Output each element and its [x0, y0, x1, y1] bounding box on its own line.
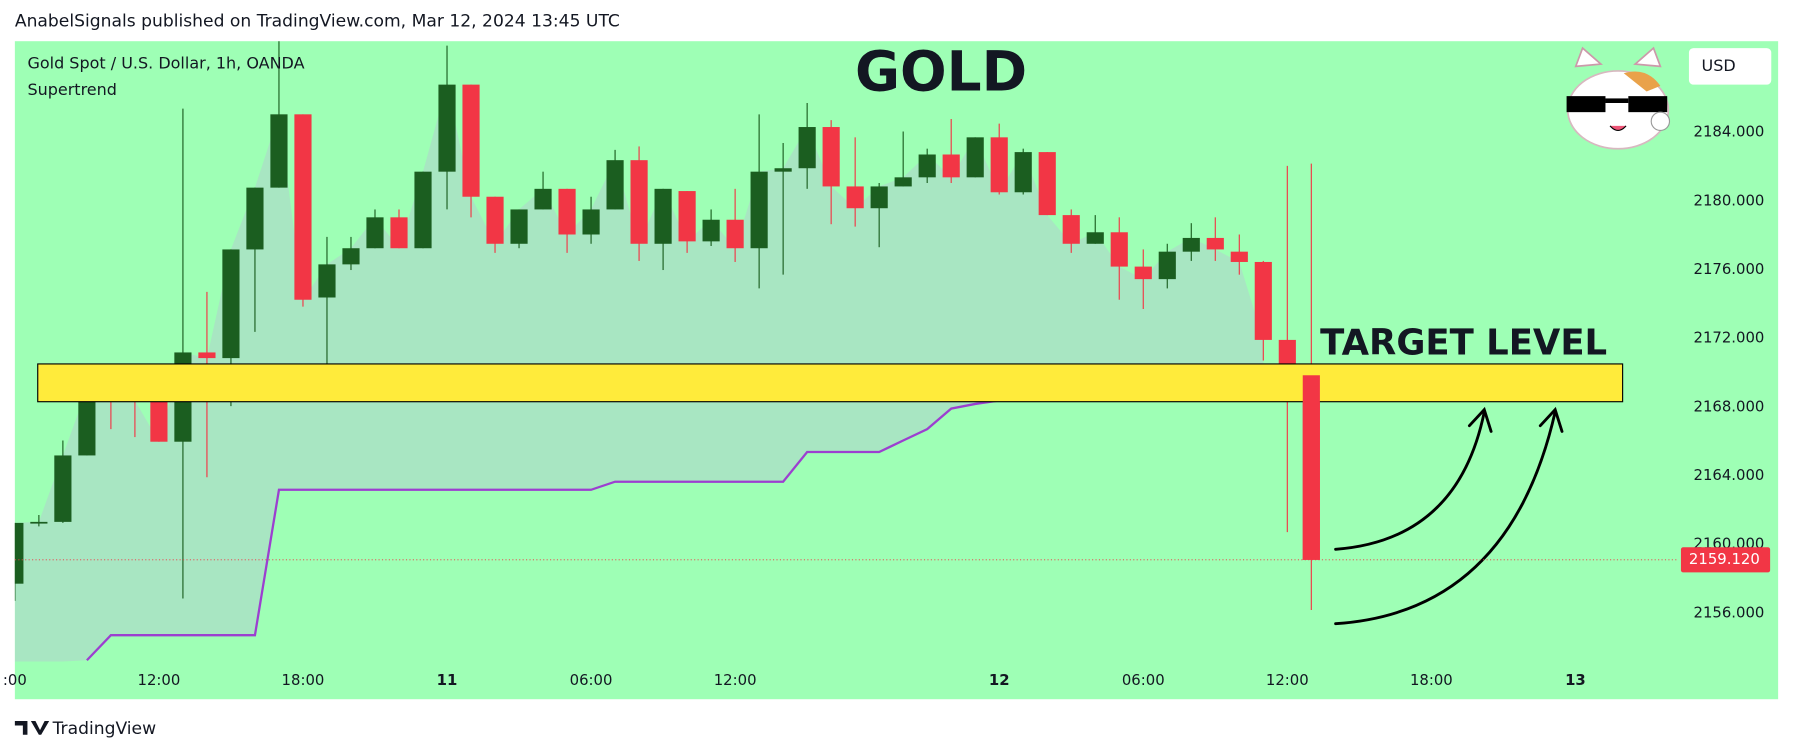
arrows [1334, 406, 1564, 626]
price-tag [1680, 547, 1771, 573]
candle-body [366, 217, 384, 249]
candle-body [1158, 251, 1176, 280]
candle-body [774, 168, 792, 172]
x-tick-label: 12 [989, 671, 1010, 689]
candle-body [270, 114, 288, 188]
candle-body [1086, 232, 1104, 244]
arrow-head [1467, 406, 1493, 433]
x-tick-label: 18:00 [1410, 671, 1453, 689]
x-tick-label: 18:00 [282, 671, 325, 689]
candle-body [1062, 215, 1080, 244]
y-tick-label: 2168.000 [1694, 397, 1765, 415]
mascot-icon [1566, 46, 1671, 150]
candle-body [1038, 152, 1056, 216]
y-tick-label: 2172.000 [1694, 329, 1765, 347]
candle-body [966, 137, 984, 178]
annotation: TARGET LEVEL [1320, 322, 1607, 363]
candle-body [78, 389, 96, 456]
candle-body [654, 188, 672, 244]
candle-body [198, 352, 216, 359]
indicator-legend: Supertrend [27, 80, 116, 99]
candle-body [414, 171, 432, 249]
brand-name: TradingView [52, 719, 157, 739]
candle-body [678, 191, 696, 242]
y-tick-label: 2184.000 [1694, 123, 1765, 141]
candle-body [342, 248, 360, 265]
candle-body [486, 196, 504, 244]
arrow [1334, 410, 1557, 626]
candle-body [222, 249, 240, 359]
x-tick-label: 12:00 [138, 671, 181, 689]
symbol-legend: Gold Spot / U.S. Dollar, 1h, OANDA [27, 54, 304, 73]
x-tick-label: 12:00 [1266, 671, 1309, 689]
y-tick-label: 2176.000 [1694, 260, 1765, 278]
candle-body [534, 188, 552, 210]
candle-body [30, 521, 48, 524]
candle-body [798, 127, 816, 169]
x-tick-label: 12:00 [714, 671, 757, 689]
candle-body [1230, 251, 1248, 262]
candle-body [558, 188, 576, 235]
currency-box[interactable] [1688, 48, 1772, 85]
candle-body [510, 209, 528, 244]
x-tick-label: 11 [437, 671, 458, 689]
candle-body [294, 114, 312, 300]
candle-body [726, 219, 744, 249]
x-tick-label: 06:00 [1122, 671, 1165, 689]
candle-body [846, 186, 864, 209]
x-tick-label: 13 [1565, 671, 1586, 689]
candle-body [702, 219, 720, 242]
arrow [1334, 410, 1486, 551]
candle-body [1014, 152, 1032, 193]
candle-body [54, 455, 72, 522]
candle-body [630, 160, 648, 244]
candle-body [462, 84, 480, 197]
brand-logo [14, 720, 50, 735]
candle-body [990, 137, 1008, 193]
candle-body [438, 84, 456, 172]
candle-body [894, 177, 912, 187]
target-zone [37, 363, 1624, 403]
candle-body [918, 154, 936, 178]
candle-body [1110, 232, 1128, 267]
candle-body [1206, 237, 1224, 250]
candle-body [1182, 237, 1200, 252]
candle-body [582, 209, 600, 235]
axes: 2156.0002160.0002164.0002168.0002172.000… [3, 123, 1764, 689]
candle-body [14, 522, 24, 584]
candle-body [390, 217, 408, 249]
publisher: AnabelSignals published on TradingView.c… [15, 12, 620, 32]
y-tick-label: 2156.000 [1694, 603, 1765, 621]
y-tick-label: 2164.000 [1694, 466, 1765, 484]
candle-body [822, 127, 840, 187]
arrow-head [1538, 406, 1564, 433]
candle-body [750, 171, 768, 249]
price-tag-label: 2159.120 [1689, 550, 1760, 568]
candle-body [318, 264, 336, 298]
y-tick-label: 2180.000 [1694, 191, 1765, 209]
chart-title: GOLD [855, 40, 1027, 104]
candle-body [870, 186, 888, 209]
candle-body [942, 154, 960, 178]
x-tick-label: :00 [3, 671, 27, 689]
x-tick-label: 06:00 [570, 671, 613, 689]
candle-body [150, 400, 168, 442]
currency-label[interactable]: USD [1702, 56, 1736, 75]
candle-body [606, 160, 624, 210]
candle-body [1302, 375, 1320, 560]
candle-body [246, 187, 264, 250]
candle-body [1134, 266, 1152, 280]
candle-body [1254, 261, 1272, 340]
